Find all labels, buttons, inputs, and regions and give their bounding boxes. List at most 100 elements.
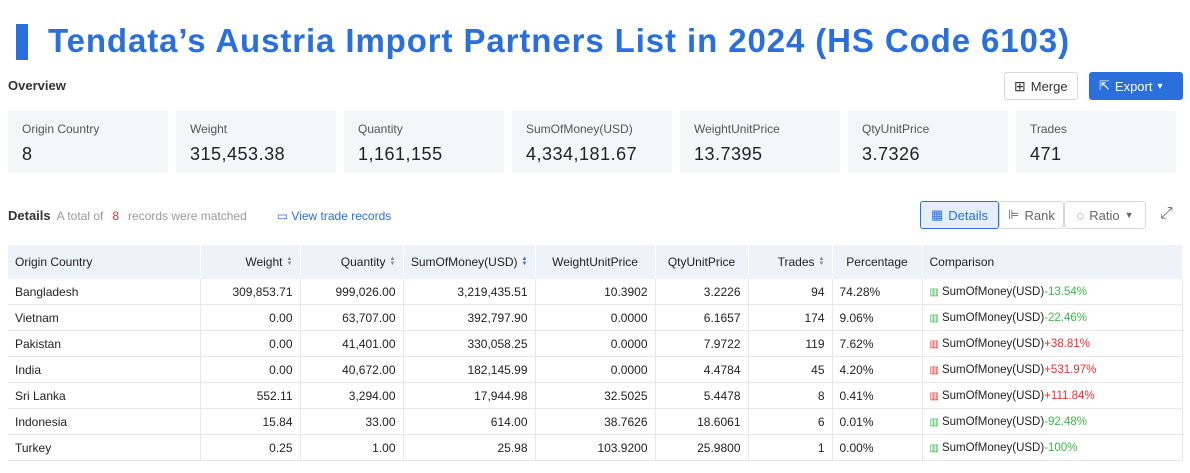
column-title: QtyUnitPrice bbox=[667, 255, 736, 269]
comparison-label: SumOfMoney(USD) bbox=[941, 337, 1045, 350]
table-cell: 0.0000 bbox=[535, 304, 656, 331]
table-cell: 330,058.25 bbox=[403, 330, 536, 357]
trend-icon: ▥ bbox=[929, 286, 939, 298]
trend-icon: ▥ bbox=[929, 364, 939, 376]
column-header[interactable]: SumOfMoney(USD) ▲▼ bbox=[403, 245, 536, 279]
table-cell: 94 bbox=[748, 279, 833, 305]
column-title: Percentage bbox=[846, 255, 908, 269]
summary-prefix: A total of bbox=[56, 209, 104, 223]
column-header[interactable]: Quantity ▲▼ bbox=[300, 245, 404, 279]
column-title: Comparison bbox=[929, 255, 995, 269]
table-cell: 174 bbox=[748, 304, 833, 331]
table-cell: 614.00 bbox=[403, 408, 536, 435]
trend-icon: ▥ bbox=[929, 338, 939, 350]
table-cell: 0.41% bbox=[832, 382, 923, 409]
table-cell: 0.00% bbox=[832, 434, 923, 461]
export-button[interactable]: ⇱ Export ▾ bbox=[1089, 72, 1183, 100]
tab-ratio[interactable]: ◌ Ratio ▼ bbox=[1064, 201, 1146, 229]
comparison-change: -100% bbox=[1044, 441, 1078, 454]
table-cell: 25.9800 bbox=[655, 434, 749, 461]
table-cell: 25.98 bbox=[403, 434, 536, 461]
merge-button[interactable]: ⊞ Merge bbox=[1004, 72, 1078, 100]
table-cell: Bangladesh bbox=[8, 279, 201, 305]
comparison-change: +531.97% bbox=[1044, 363, 1097, 376]
merge-label: Merge bbox=[1030, 78, 1068, 94]
trend-icon: ▥ bbox=[929, 312, 939, 324]
column-title: Weight bbox=[245, 255, 283, 269]
column-header[interactable]: Weight ▲▼ bbox=[200, 245, 301, 279]
trend-icon: ▥ bbox=[929, 390, 939, 402]
stat-label: WeightUnitPrice bbox=[694, 122, 780, 136]
tab-label: Rank bbox=[1024, 207, 1055, 223]
table-cell: 6 bbox=[748, 408, 833, 435]
fullscreen-icon[interactable]: ⤢ bbox=[1160, 205, 1173, 222]
link-text: View trade records bbox=[291, 209, 392, 223]
table-cell: 0.0000 bbox=[535, 330, 656, 357]
table-cell: 4.20% bbox=[832, 356, 923, 383]
details-label: Details bbox=[8, 208, 51, 223]
stat-card: Origin Country 8 bbox=[8, 111, 168, 173]
stat-label: Trades bbox=[1030, 122, 1067, 136]
sort-icon: ▲▼ bbox=[389, 256, 396, 266]
stat-value: 1,161,155 bbox=[358, 144, 443, 164]
stat-value: 4,334,181.67 bbox=[526, 144, 638, 164]
comparison-change: -22.46% bbox=[1044, 311, 1088, 324]
table-cell: India bbox=[8, 356, 201, 383]
stats-row: Origin Country 8 Weight 315,453.38 Quantity 1… bbox=[8, 111, 1176, 173]
comparison-label: SumOfMoney(USD) bbox=[941, 363, 1045, 376]
table-cell: 32.5025 bbox=[535, 382, 656, 409]
view-tabs: ▦ Details ⊫ Rank ◌ Ratio ▼ bbox=[920, 201, 1146, 229]
trend-icon: ▥ bbox=[929, 442, 939, 454]
table-cell: 18.6061 bbox=[655, 408, 749, 435]
table-row: Pakistan 0.00 41,401.00 330,058.25 0.0000 7.9… bbox=[8, 330, 1183, 357]
column-header: Origin Country bbox=[8, 245, 201, 279]
table-row: Sri Lanka 552.11 3,294.00 17,944.98 32.5025 5… bbox=[8, 382, 1183, 409]
table-cell: 0.25 bbox=[200, 434, 301, 461]
comparison-change: +38.81% bbox=[1044, 337, 1090, 350]
tab-rank[interactable]: ⊫ Rank bbox=[999, 201, 1064, 229]
stat-card: WeightUnitPrice 13.7395 bbox=[680, 111, 840, 173]
comparison-cell: ▥ SumOfMoney(USD)-100% bbox=[922, 434, 1183, 461]
column-title: SumOfMoney(USD) bbox=[410, 255, 518, 269]
table-cell: 3,219,435.51 bbox=[403, 279, 536, 305]
comparison-cell: ▥ SumOfMoney(USD)-22.46% bbox=[922, 304, 1183, 331]
table-cell: 3,294.00 bbox=[300, 382, 404, 409]
table-cell: 0.00 bbox=[200, 304, 301, 331]
column-title: Trades bbox=[777, 255, 815, 269]
tab-label: Details bbox=[948, 207, 989, 223]
comparison-cell: ▥ SumOfMoney(USD)+38.81% bbox=[922, 330, 1183, 357]
table-cell: 33.00 bbox=[300, 408, 404, 435]
table-cell: 40,672.00 bbox=[300, 356, 404, 383]
stat-value: 8 bbox=[22, 144, 33, 164]
table-cell: 9.06% bbox=[832, 304, 923, 331]
column-title: Origin Country bbox=[15, 255, 93, 269]
table-cell: 7.62% bbox=[832, 330, 923, 357]
table-cell: 5.4478 bbox=[655, 382, 749, 409]
column-header[interactable]: Trades ▲▼ bbox=[748, 245, 833, 279]
stat-label: SumOfMoney(USD) bbox=[526, 122, 633, 136]
view-records-link[interactable]: ▭ View trade records bbox=[276, 209, 392, 223]
tab-details[interactable]: ▦ Details bbox=[920, 201, 999, 229]
table-cell: 0.0000 bbox=[535, 356, 656, 383]
comparison-cell: ▥ SumOfMoney(USD)-92.48% bbox=[922, 408, 1183, 435]
table-cell: 17,944.98 bbox=[403, 382, 536, 409]
stat-value: 315,453.38 bbox=[190, 144, 286, 164]
comparison-label: SumOfMoney(USD) bbox=[941, 285, 1045, 298]
comparison-label: SumOfMoney(USD) bbox=[941, 441, 1045, 454]
sort-icon: ▲▼ bbox=[286, 256, 293, 266]
stat-label: Origin Country bbox=[22, 122, 100, 136]
comparison-label: SumOfMoney(USD) bbox=[941, 389, 1045, 402]
comparison-label: SumOfMoney(USD) bbox=[941, 311, 1045, 324]
table-cell: 999,026.00 bbox=[300, 279, 404, 305]
stat-card: QtyUnitPrice 3.7326 bbox=[848, 111, 1008, 173]
table-cell: 74.28% bbox=[832, 279, 923, 305]
table-cell: 3.2226 bbox=[655, 279, 749, 305]
table-cell: 63,707.00 bbox=[300, 304, 404, 331]
export-label: Export bbox=[1114, 78, 1153, 94]
table-cell: Vietnam bbox=[8, 304, 201, 331]
overview-label: Overview bbox=[8, 78, 66, 93]
table-cell: 10.3902 bbox=[535, 279, 656, 305]
table-row: India 0.00 40,672.00 182,145.99 0.0000 4.4784… bbox=[8, 356, 1183, 383]
table-cell: Turkey bbox=[8, 434, 201, 461]
